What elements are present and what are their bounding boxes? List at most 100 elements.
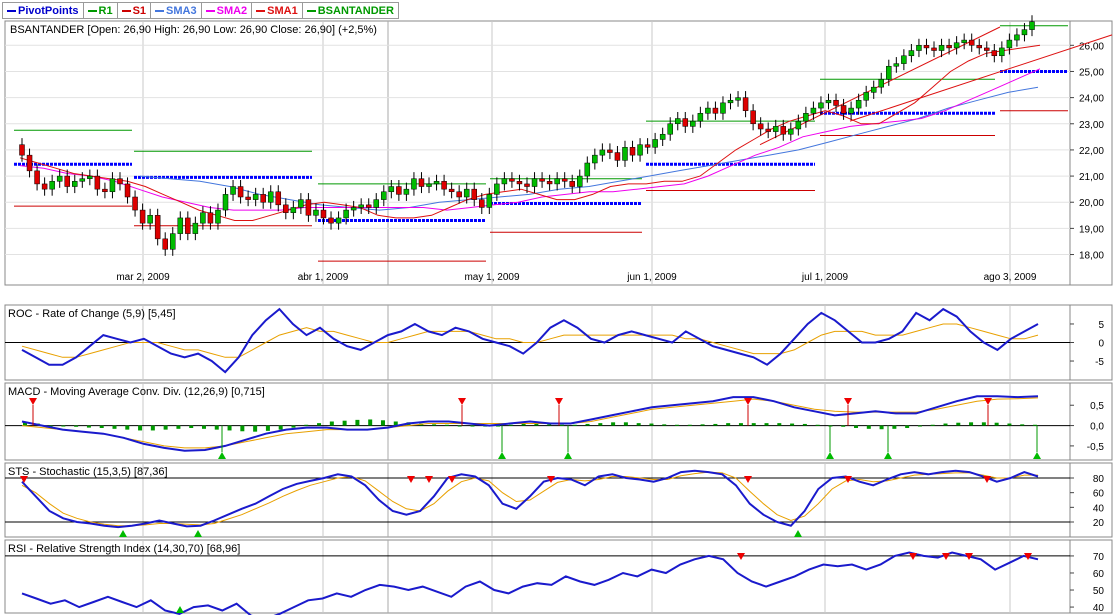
candle-body bbox=[908, 50, 915, 57]
candle-body bbox=[659, 133, 666, 140]
macd-histogram-bar bbox=[611, 422, 616, 426]
candle-body bbox=[999, 47, 1005, 57]
rsi-y-tick-label: 50 bbox=[1093, 586, 1105, 597]
sell-marker-icon bbox=[425, 476, 433, 483]
candle-body bbox=[252, 194, 259, 200]
macd-histogram-bar bbox=[368, 419, 373, 426]
macd-histogram-bar bbox=[623, 422, 628, 426]
candle-body bbox=[79, 178, 86, 182]
roc-y-tick-label: 5 bbox=[1098, 320, 1104, 331]
macd-histogram-bar bbox=[981, 422, 986, 426]
macd-histogram-bar bbox=[713, 423, 718, 426]
buy-marker-icon bbox=[218, 452, 226, 459]
panel-frame-4 bbox=[4, 539, 1113, 614]
candle-body bbox=[132, 196, 138, 211]
roc-y-tick-label: -5 bbox=[1095, 357, 1104, 368]
candle-body bbox=[577, 175, 583, 187]
candle-body bbox=[901, 55, 907, 64]
macd-histogram-bar bbox=[598, 423, 603, 426]
x-tick-label: abr 1, 2009 bbox=[298, 272, 349, 283]
macd-histogram-bar bbox=[278, 425, 283, 430]
sts-line bbox=[21, 469, 1039, 529]
candle-body bbox=[494, 183, 500, 195]
candle-body bbox=[403, 188, 410, 195]
candle-body bbox=[358, 204, 364, 208]
macd-histogram-bar bbox=[1020, 424, 1025, 426]
candle-body bbox=[34, 170, 40, 185]
buy-marker-icon bbox=[498, 452, 506, 459]
macd-histogram-bar bbox=[444, 424, 449, 426]
sell-marker-icon bbox=[1024, 553, 1032, 560]
sell-marker-icon bbox=[844, 476, 852, 483]
legend-item-sma3[interactable]: SMA3 bbox=[151, 2, 202, 19]
rsi-line bbox=[21, 551, 1039, 615]
candle-body bbox=[124, 183, 131, 198]
macd-histogram-bar bbox=[917, 425, 922, 427]
candle-body bbox=[433, 181, 440, 185]
candle-body bbox=[41, 183, 48, 190]
candle-body bbox=[833, 99, 839, 106]
candle-body bbox=[328, 217, 334, 224]
macd-histogram-bar bbox=[457, 425, 462, 427]
macd-histogram-bar bbox=[393, 421, 398, 426]
roc-panel-title: ROC - Rate of Change (5,9) [5,45] bbox=[8, 308, 176, 320]
legend-label: SMA1 bbox=[267, 4, 298, 17]
macd-histogram-bar bbox=[99, 425, 104, 429]
legend-item-pivotpoints[interactable]: PivotPoints bbox=[2, 2, 84, 19]
candle-body bbox=[56, 175, 63, 182]
macd-histogram-bar bbox=[943, 423, 948, 426]
macd-histogram-bar bbox=[802, 423, 807, 426]
x-tick-label: mar 2, 2009 bbox=[116, 272, 170, 283]
legend-item-r1[interactable]: R1 bbox=[83, 2, 118, 19]
candle-body bbox=[102, 188, 108, 193]
buy-marker-icon bbox=[176, 606, 184, 613]
trend-line bbox=[849, 34, 1113, 122]
macd-histogram-bar bbox=[662, 424, 667, 426]
macd-histogram-bar bbox=[432, 424, 437, 426]
macd-histogram-bar bbox=[700, 424, 705, 426]
macd-histogram-bar bbox=[48, 425, 53, 427]
macd-histogram-bar bbox=[636, 423, 641, 426]
buy-marker-icon bbox=[119, 530, 127, 537]
candle-body bbox=[531, 178, 538, 187]
sts-signal-line bbox=[21, 471, 1038, 527]
candle-body bbox=[147, 215, 153, 224]
macd-histogram-bar bbox=[470, 425, 475, 427]
macd-histogram-bar bbox=[342, 420, 347, 426]
sts-y-tick-label: 40 bbox=[1093, 503, 1105, 514]
candle-body bbox=[569, 181, 575, 187]
candle-body bbox=[667, 123, 673, 135]
macd-histogram-bar bbox=[764, 423, 769, 426]
candle-body bbox=[825, 99, 832, 104]
candle-body bbox=[94, 175, 101, 190]
legend-item-sma1[interactable]: SMA1 bbox=[252, 2, 303, 19]
macd-histogram-bar bbox=[496, 425, 501, 427]
legend-item-sma2[interactable]: SMA2 bbox=[201, 2, 253, 19]
candle-body bbox=[735, 97, 741, 101]
macd-histogram-bar bbox=[214, 425, 219, 430]
candle-body bbox=[290, 207, 297, 213]
rsi-y-tick-label: 40 bbox=[1093, 603, 1105, 614]
buy-marker-icon bbox=[794, 530, 802, 537]
candle-body bbox=[720, 102, 726, 114]
candle-body bbox=[705, 107, 711, 114]
candle-body bbox=[117, 178, 123, 185]
candle-body bbox=[855, 99, 862, 109]
candle-body bbox=[463, 188, 470, 198]
candle-body bbox=[72, 181, 78, 187]
macd-histogram-bar bbox=[930, 424, 935, 426]
legend-label: R1 bbox=[98, 4, 113, 17]
candle-body bbox=[471, 188, 477, 200]
legend-item-bsantander[interactable]: BSANTANDER bbox=[302, 2, 399, 19]
candle-body bbox=[946, 45, 952, 49]
candle-body bbox=[215, 209, 221, 224]
candle-body bbox=[652, 139, 658, 148]
buy-marker-icon bbox=[194, 530, 202, 537]
macd-histogram-bar bbox=[854, 425, 859, 429]
sell-marker-icon bbox=[547, 476, 555, 483]
macd-histogram-bar bbox=[866, 425, 871, 429]
legend-item-s1[interactable]: S1 bbox=[117, 2, 152, 19]
legend-swatch-icon bbox=[256, 9, 266, 12]
macd-histogram-bar bbox=[841, 425, 846, 427]
